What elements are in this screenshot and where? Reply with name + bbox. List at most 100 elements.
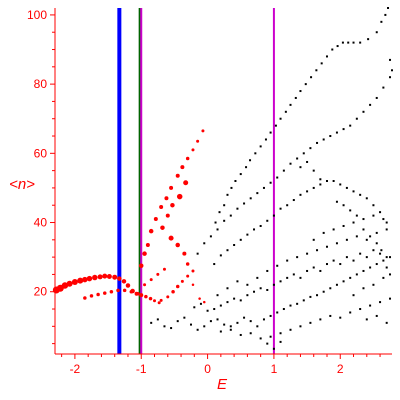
black-point	[269, 131, 272, 134]
black-point	[389, 297, 392, 300]
black-point	[306, 160, 309, 163]
red-point	[153, 299, 157, 303]
black-point	[335, 131, 338, 134]
black-point	[362, 218, 365, 221]
black-point	[233, 244, 236, 247]
black-point	[342, 280, 345, 283]
black-point	[365, 256, 368, 259]
red-point	[165, 213, 170, 218]
black-point	[196, 328, 199, 331]
y-tick-label: 100	[27, 8, 47, 22]
black-point	[362, 287, 365, 290]
red-point	[169, 185, 174, 190]
black-point	[296, 302, 299, 305]
black-point	[382, 86, 385, 89]
red-point	[71, 279, 78, 286]
black-point	[299, 325, 302, 328]
black-point	[369, 103, 372, 106]
black-point	[249, 332, 252, 335]
black-point	[309, 147, 312, 150]
black-point	[269, 335, 272, 338]
black-point	[233, 297, 236, 300]
red-point	[164, 196, 169, 201]
black-point	[359, 308, 362, 311]
black-point	[352, 294, 355, 297]
black-point	[272, 283, 275, 286]
red-point	[103, 291, 107, 295]
black-point	[375, 31, 378, 34]
black-point	[214, 221, 217, 224]
black-point	[276, 311, 279, 314]
black-point	[380, 249, 383, 252]
black-point	[213, 263, 216, 266]
black-point	[264, 138, 267, 141]
red-point	[186, 274, 190, 278]
black-point	[306, 252, 309, 255]
black-point	[372, 249, 375, 252]
black-point	[279, 280, 282, 283]
black-point	[312, 186, 315, 189]
black-point	[372, 214, 375, 217]
black-point	[369, 235, 372, 238]
black-point	[389, 256, 392, 259]
black-point	[256, 276, 259, 279]
black-point	[339, 263, 342, 266]
black-point	[355, 235, 358, 238]
black-point	[325, 245, 328, 248]
black-point	[296, 157, 299, 160]
black-point	[375, 242, 378, 245]
red-point	[201, 129, 205, 133]
red-point	[112, 274, 118, 280]
black-point	[385, 321, 388, 324]
black-point	[349, 209, 352, 212]
red-point	[92, 274, 98, 281]
black-point	[286, 259, 289, 262]
red-point	[159, 298, 163, 302]
black-point	[306, 269, 309, 272]
red-point	[96, 292, 100, 297]
vertical-lines	[117, 8, 275, 354]
black-point	[286, 276, 289, 279]
black-point	[239, 173, 242, 176]
black-point	[331, 48, 334, 51]
black-point	[259, 145, 262, 148]
black-point	[203, 325, 206, 328]
x-tick-label: 1	[271, 362, 278, 376]
black-point	[163, 325, 166, 328]
red-point	[198, 297, 201, 300]
red-point	[86, 275, 93, 282]
black-point	[362, 110, 365, 113]
black-point	[216, 294, 219, 297]
black-point	[226, 249, 229, 252]
red-point	[145, 243, 150, 248]
black-point	[304, 83, 307, 86]
ticks: -2 -1 0 1 2 20 40 60 80 100	[27, 8, 381, 376]
black-point	[316, 294, 319, 297]
black-point	[176, 320, 179, 323]
red-point	[122, 288, 127, 293]
black-point	[362, 269, 365, 272]
black-point	[266, 288, 269, 291]
black-point	[325, 263, 328, 266]
black-point	[216, 228, 219, 231]
black-point	[322, 231, 325, 234]
black-point	[279, 207, 282, 210]
black-point	[294, 96, 297, 99]
black-point	[339, 183, 342, 186]
red-point	[106, 273, 112, 279]
red-point	[102, 273, 108, 279]
black-point	[259, 224, 262, 227]
black-point	[236, 321, 239, 324]
red-point	[121, 279, 127, 284]
black-point	[319, 269, 322, 272]
red-point	[176, 193, 183, 200]
black-point	[359, 41, 362, 44]
black-point	[365, 318, 368, 321]
red-point	[148, 296, 153, 301]
black-point	[380, 20, 383, 23]
black-point	[236, 280, 239, 283]
black-point	[315, 69, 318, 72]
black-point	[246, 294, 249, 297]
black-point	[387, 7, 390, 9]
black-point	[150, 321, 153, 324]
